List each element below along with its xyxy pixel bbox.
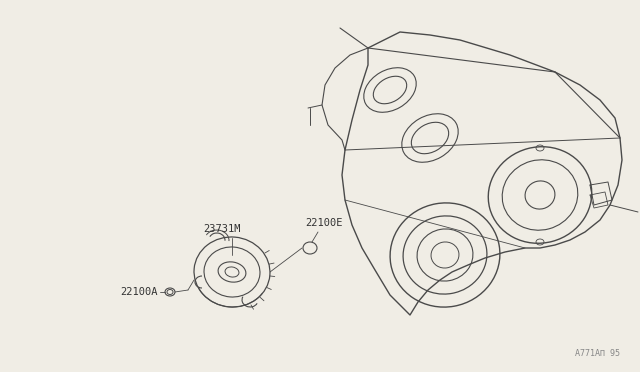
Text: 23731M: 23731M <box>204 224 241 234</box>
Text: 22100A: 22100A <box>120 287 157 297</box>
Text: A771AΠ 95: A771AΠ 95 <box>575 349 620 358</box>
Text: 22100E: 22100E <box>305 218 342 228</box>
